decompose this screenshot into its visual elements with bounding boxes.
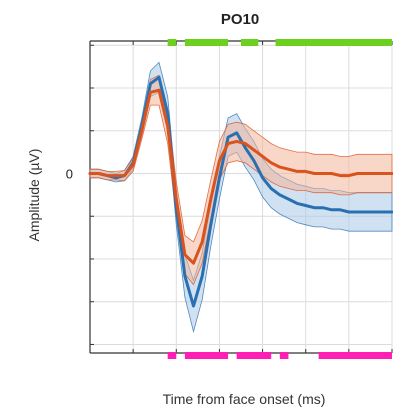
significance-bar-bottom [236,352,272,359]
plot-area: 0 [66,39,393,359]
significance-bar-top [241,39,259,46]
x-axis-label: Time from face onset (ms) [163,391,326,407]
significance-bar-bottom [167,352,177,359]
series-line-1 [88,88,393,265]
chart-title: PO10 [221,11,259,28]
significance-bar-top [275,39,392,46]
significance-bar-bottom [318,352,392,359]
y-axis-label: Amplitude (µV) [26,149,42,242]
confidence-band-1 [89,74,393,286]
confidence-band-0 [89,61,393,334]
y-tick-label: 0 [66,166,73,181]
significance-bar-bottom [184,352,229,359]
significance-bar-top [167,39,177,46]
significance-bar-top [184,39,229,46]
significance-bar-bottom [279,352,289,359]
